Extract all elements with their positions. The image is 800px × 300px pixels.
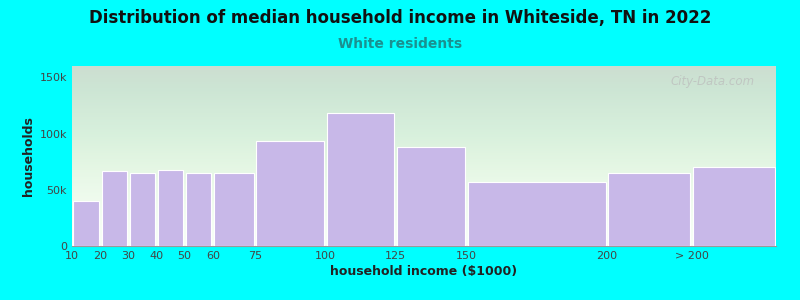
X-axis label: household income ($1000): household income ($1000) xyxy=(330,265,518,278)
Bar xyxy=(130,173,155,246)
Bar xyxy=(102,171,127,246)
Text: Distribution of median household income in Whiteside, TN in 2022: Distribution of median household income … xyxy=(89,9,711,27)
Text: White residents: White residents xyxy=(338,38,462,52)
Bar xyxy=(398,147,465,246)
Text: City-Data.com: City-Data.com xyxy=(670,75,755,88)
Bar xyxy=(74,201,98,246)
Y-axis label: households: households xyxy=(22,116,35,196)
Bar xyxy=(257,141,324,246)
Bar xyxy=(609,173,690,246)
Bar xyxy=(186,173,211,246)
Bar xyxy=(468,182,606,246)
Bar xyxy=(214,173,254,246)
Bar xyxy=(693,167,774,246)
Bar xyxy=(327,113,394,246)
Bar xyxy=(158,169,183,246)
